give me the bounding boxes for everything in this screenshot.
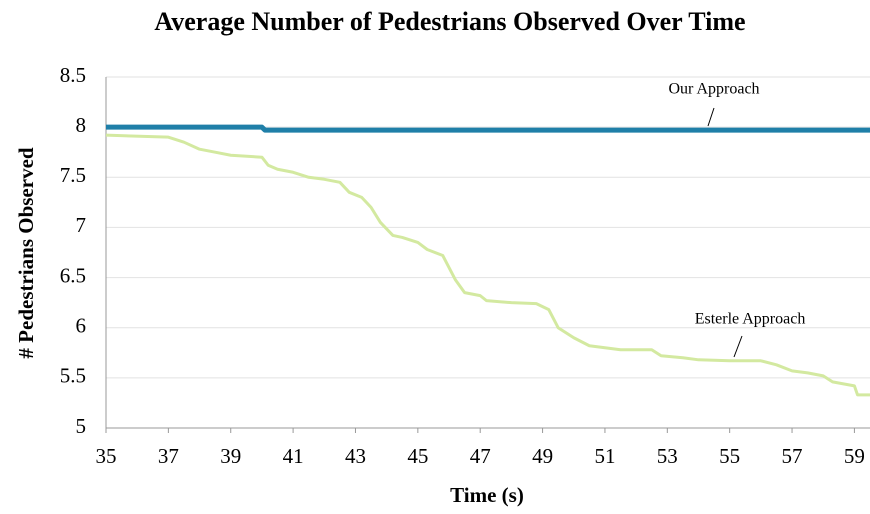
- y-tick-label: 6: [76, 314, 87, 338]
- y-tick-label: 5.5: [60, 364, 86, 388]
- x-tick-label: 57: [782, 444, 803, 468]
- x-tick-label: 47: [470, 444, 491, 468]
- label-leader: [733, 335, 743, 358]
- y-tick-label: 8.5: [60, 63, 86, 87]
- x-tick-label: 51: [594, 444, 615, 468]
- x-tick-label: 59: [844, 444, 865, 468]
- x-tick-label: 43: [345, 444, 366, 468]
- x-tick-label: 35: [96, 444, 117, 468]
- x-tick-label: 55: [719, 444, 740, 468]
- x-tick-label: 45: [407, 444, 428, 468]
- series-line: [105, 133, 870, 397]
- y-axis-label: # Pedestrians Observed: [14, 147, 38, 358]
- y-tick-label: 8: [76, 113, 87, 137]
- series-line: [106, 124, 870, 133]
- x-tick-label: 41: [283, 444, 304, 468]
- series-label: Esterle Approach: [695, 311, 806, 328]
- label-leader: [707, 107, 715, 127]
- x-tick-label: 37: [158, 444, 179, 468]
- chart-title: Average Number of Pedestrians Observed O…: [154, 7, 745, 36]
- y-tick-label: 6.5: [60, 263, 86, 287]
- x-tick-label: 49: [532, 444, 553, 468]
- x-tick-label: 53: [657, 444, 678, 468]
- series-label: Our Approach: [668, 81, 759, 98]
- x-axis-label: Time (s): [450, 483, 524, 507]
- y-tick-label: 5: [76, 414, 87, 438]
- x-tick-label: 39: [220, 444, 241, 468]
- y-tick-label: 7: [76, 213, 87, 237]
- y-tick-label: 7.5: [60, 163, 86, 187]
